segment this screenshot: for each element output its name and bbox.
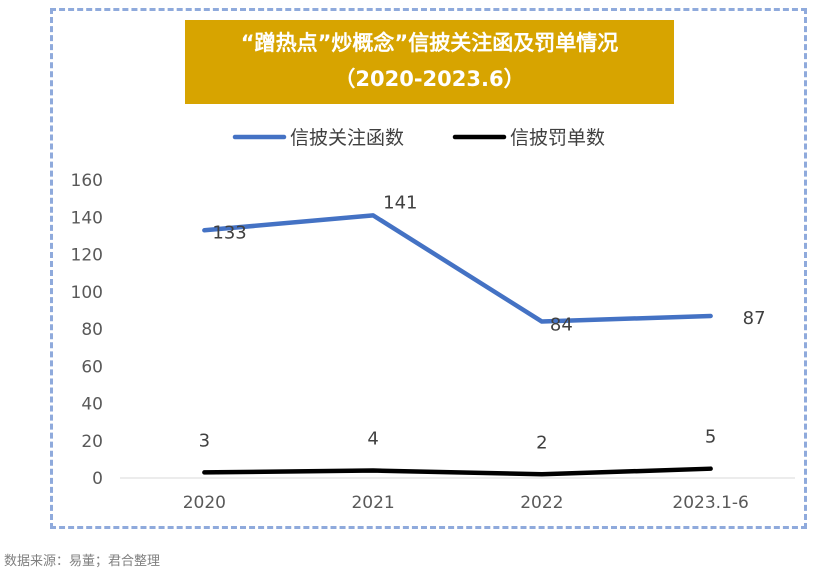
x-tick-label: 2022	[520, 493, 563, 513]
data-label: 84	[550, 315, 573, 336]
legend-label-1: 信披关注函数	[290, 127, 404, 149]
chart-title-line-1: “蹭热点”炒概念”信披关注函及罚单情况	[240, 31, 619, 55]
y-tick-label: 60	[81, 357, 103, 377]
data-label: 87	[743, 308, 766, 329]
legend-label-2: 信披罚单数	[510, 127, 605, 149]
y-tick-label: 120	[71, 246, 103, 266]
y-tick-label: 80	[81, 320, 103, 340]
y-tick-label: 140	[71, 208, 103, 228]
y-tick-label: 0	[92, 469, 103, 489]
x-tick-label: 2020	[183, 493, 226, 513]
data-label: 4	[367, 429, 378, 450]
y-tick-label: 20	[81, 432, 103, 452]
chart-frame	[50, 8, 807, 529]
series-line-1	[202, 213, 713, 324]
y-tick-label: 100	[71, 283, 103, 303]
chart-title: “蹭热点”炒概念”信披关注函及罚单情况 （2020-2023.6）	[185, 20, 674, 104]
y-tick-label: 160	[71, 171, 103, 191]
source-note: 数据来源：易董；君合整理	[4, 554, 161, 569]
x-tick-label: 2023.1-6	[672, 493, 748, 513]
data-label: 133	[212, 222, 246, 243]
data-label: 3	[199, 430, 210, 451]
series-line-2	[202, 466, 713, 477]
chart-title-line-2: （2020-2023.6）	[334, 67, 525, 91]
data-label: 141	[383, 192, 417, 213]
x-tick-label: 2021	[351, 493, 394, 513]
data-label: 2	[536, 432, 547, 453]
y-tick-label: 40	[81, 395, 103, 415]
data-label: 5	[705, 427, 716, 448]
